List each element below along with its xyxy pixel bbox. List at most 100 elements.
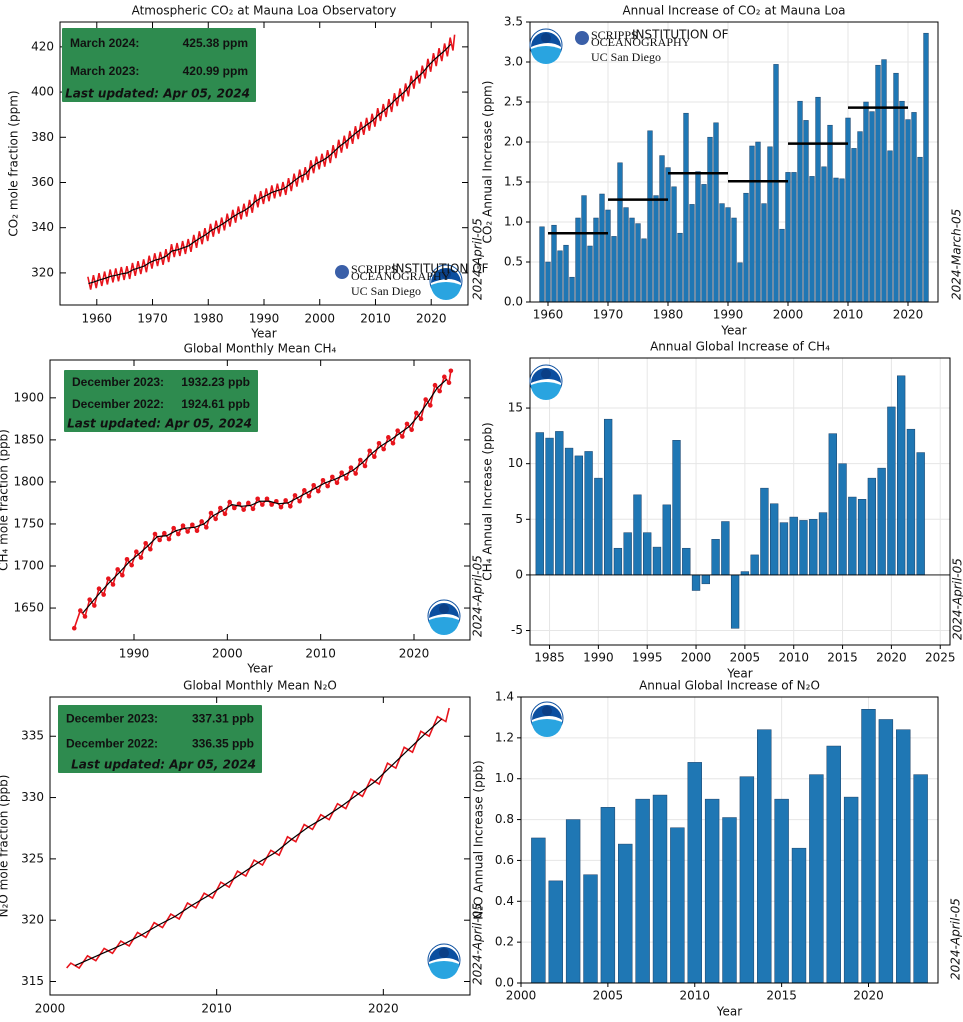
bar bbox=[780, 523, 788, 575]
data-point bbox=[106, 576, 111, 581]
data-point bbox=[185, 529, 190, 534]
x-tick-label: 1970 bbox=[137, 312, 168, 326]
data-point bbox=[223, 512, 228, 517]
y-tick-label: 400 bbox=[31, 85, 54, 99]
bar bbox=[848, 497, 856, 575]
bar bbox=[897, 376, 905, 575]
x-tick-label: 2010 bbox=[833, 308, 864, 322]
date-stamp: 2024-April-05 bbox=[951, 558, 963, 640]
bar bbox=[531, 838, 545, 983]
bar bbox=[576, 218, 581, 302]
date-stamp: 2024-April-05 bbox=[949, 898, 963, 980]
bar bbox=[565, 448, 573, 575]
data-point bbox=[87, 597, 92, 602]
x-tick-label: 1985 bbox=[534, 651, 565, 665]
y-tick-label: 0 bbox=[515, 567, 523, 581]
callout-value: 1924.61 ppb bbox=[181, 397, 250, 411]
bar bbox=[876, 65, 881, 302]
data-point bbox=[283, 498, 288, 503]
data-point bbox=[428, 403, 433, 408]
data-point bbox=[143, 541, 148, 546]
bar bbox=[844, 797, 858, 983]
noaa-logo-bottom bbox=[531, 382, 561, 400]
data-point bbox=[335, 480, 340, 485]
bar bbox=[751, 555, 759, 575]
bar bbox=[723, 818, 737, 983]
bar bbox=[827, 746, 841, 983]
x-tick-label: 2000 bbox=[35, 1002, 66, 1016]
bar bbox=[570, 277, 575, 302]
bar bbox=[790, 517, 798, 575]
data-point bbox=[449, 368, 454, 373]
data-point bbox=[260, 502, 265, 507]
data-point bbox=[433, 383, 438, 388]
bar bbox=[840, 179, 845, 302]
bar bbox=[907, 429, 915, 575]
data-point bbox=[307, 494, 312, 499]
data-point bbox=[157, 538, 162, 543]
x-tick-label: 2005 bbox=[730, 651, 761, 665]
x-tick-label: 2020 bbox=[416, 312, 447, 326]
bar bbox=[654, 196, 659, 302]
chart-title: Global Monthly Mean N₂O bbox=[183, 679, 337, 693]
callout-label: March 2024: bbox=[70, 36, 139, 50]
data-point bbox=[288, 504, 293, 509]
x-tick-label: 2005 bbox=[593, 989, 624, 1003]
bar bbox=[600, 194, 605, 302]
bar bbox=[846, 118, 851, 302]
bar bbox=[882, 60, 887, 302]
bar bbox=[643, 533, 651, 575]
bar bbox=[917, 453, 925, 575]
y-tick-label: 0.6 bbox=[495, 853, 514, 867]
bar bbox=[618, 844, 632, 983]
bar bbox=[546, 438, 554, 575]
bar bbox=[594, 218, 599, 302]
y-tick-label: 1.0 bbox=[504, 215, 523, 229]
bar bbox=[692, 575, 700, 591]
x-tick-label: 2010 bbox=[778, 651, 809, 665]
y-tick-label: 1800 bbox=[13, 474, 44, 488]
chart-title: Annual Increase of CO₂ at Mauna Loa bbox=[622, 4, 845, 18]
bar bbox=[750, 146, 755, 302]
noaa-logo-core bbox=[541, 369, 551, 379]
data-point bbox=[218, 506, 223, 511]
x-tick-label: 2000 bbox=[212, 647, 243, 661]
data-point bbox=[395, 428, 400, 433]
bar bbox=[594, 478, 602, 575]
data-point bbox=[377, 441, 382, 446]
callout-value: 337.31 ppb bbox=[192, 712, 254, 726]
data-point bbox=[153, 532, 158, 537]
y-tick-label: 1900 bbox=[13, 390, 44, 404]
bar bbox=[584, 875, 598, 983]
bar bbox=[555, 431, 563, 574]
y-tick-label: 380 bbox=[31, 130, 54, 144]
bar bbox=[761, 488, 769, 575]
data-point bbox=[414, 411, 419, 416]
bar bbox=[708, 137, 713, 302]
x-tick-label: 2010 bbox=[360, 312, 391, 326]
data-point bbox=[167, 537, 172, 542]
bar bbox=[705, 799, 719, 983]
data-point bbox=[255, 496, 260, 501]
callout-label: March 2023: bbox=[70, 64, 139, 78]
x-tick-label: 1990 bbox=[713, 308, 744, 322]
callout-label: December 2022: bbox=[72, 397, 164, 411]
bar bbox=[800, 520, 808, 575]
y-tick-label: 2.5 bbox=[504, 95, 523, 109]
bar bbox=[653, 547, 661, 575]
bar bbox=[670, 828, 684, 983]
bar bbox=[912, 112, 917, 302]
data-point bbox=[381, 447, 386, 452]
x-tick-label: 2020 bbox=[399, 647, 430, 661]
bar bbox=[663, 505, 671, 575]
y-axis-label: CO₂ mole fraction (ppm) bbox=[7, 90, 21, 236]
data-point bbox=[353, 471, 358, 476]
bar bbox=[762, 204, 767, 302]
bar bbox=[672, 187, 677, 302]
bar bbox=[888, 151, 893, 302]
bar bbox=[924, 33, 929, 302]
data-point bbox=[405, 422, 410, 427]
x-tick-label: 1980 bbox=[653, 308, 684, 322]
callout-value: 425.38 ppm bbox=[183, 36, 248, 50]
data-point bbox=[358, 458, 363, 463]
